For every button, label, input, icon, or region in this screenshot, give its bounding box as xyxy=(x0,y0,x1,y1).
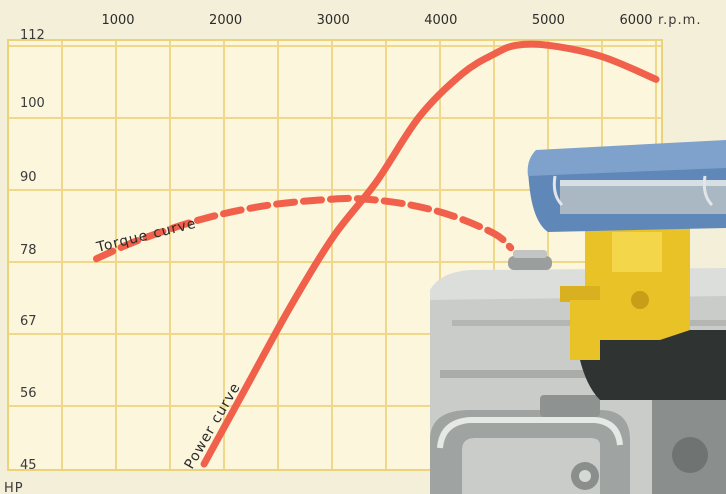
x-axis-unit: r.p.m. xyxy=(658,13,701,28)
y-tick-label: 100 xyxy=(20,96,45,111)
y-axis: 45 56 67 78 90 100 112 HP xyxy=(4,28,45,494)
y-tick-label: 56 xyxy=(20,386,37,401)
y-axis-unit: HP xyxy=(4,481,24,494)
x-tick-label: 6000 xyxy=(619,13,652,28)
x-tick-label: 5000 xyxy=(532,13,565,28)
y-tick-label: 45 xyxy=(20,458,37,473)
y-tick-label: 67 xyxy=(20,314,37,329)
torque-curve-line xyxy=(92,194,515,263)
x-tick-label: 2000 xyxy=(209,13,242,28)
power-curve-line xyxy=(200,40,660,468)
x-tick-label: 1000 xyxy=(101,13,134,28)
y-tick-label: 78 xyxy=(20,243,37,258)
x-axis: 1000 2000 3000 4000 5000 6000 r.p.m. xyxy=(101,13,701,28)
y-tick-label: 90 xyxy=(20,170,37,185)
y-tick-label: 112 xyxy=(20,28,45,43)
x-tick-label: 3000 xyxy=(317,13,350,28)
x-tick-label: 4000 xyxy=(424,13,457,28)
engine-carburetor-illustration xyxy=(430,140,726,494)
